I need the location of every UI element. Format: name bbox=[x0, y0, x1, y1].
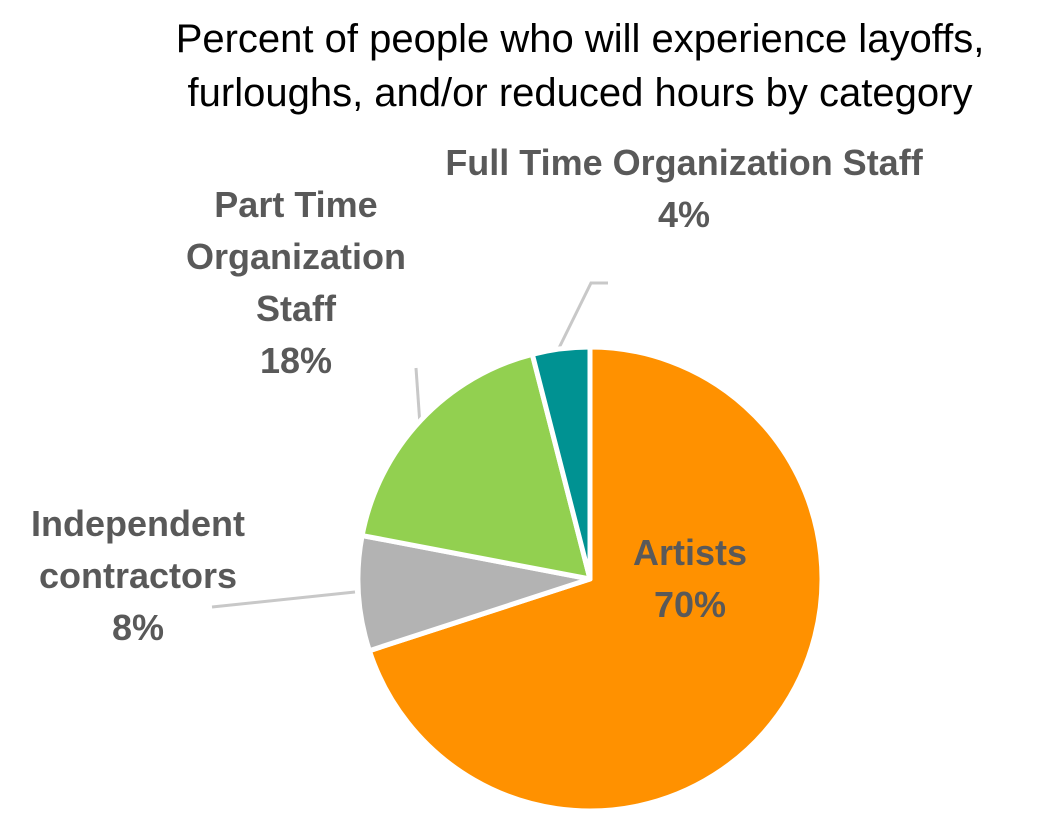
pie-slice-full-time-staff bbox=[529, 344, 593, 582]
data-label-name-independent-contractors: Independent bbox=[31, 503, 245, 544]
data-label-name-part-time-staff: Part Time bbox=[214, 184, 377, 225]
leader-line-full-time-staff bbox=[556, 281, 608, 351]
data-label-independent-contractors: Independent contractors 8% bbox=[31, 503, 245, 648]
leader-line-independent-contractors bbox=[211, 590, 356, 609]
data-label-part-time-staff: Part Time Organization Staff 18% bbox=[186, 184, 406, 381]
data-label-value-artists: 70% bbox=[654, 584, 726, 625]
chart-title-line-1: Percent of people who will experience la… bbox=[175, 17, 985, 61]
chart-title: Percent of people who will experience la… bbox=[150, 12, 1010, 120]
data-label-name-independent-contractors: contractors bbox=[39, 555, 237, 596]
pie-slice-artists bbox=[366, 344, 825, 814]
data-label-value-part-time-staff: 18% bbox=[260, 340, 332, 381]
data-label-name-artists: Artists bbox=[633, 532, 747, 573]
data-label-artists: Artists 70% bbox=[633, 532, 747, 625]
data-label-name-part-time-staff: Staff bbox=[256, 288, 337, 329]
data-label-name-full-time-staff: Full Time Organization Staff bbox=[445, 142, 923, 183]
data-label-full-time-staff: Full Time Organization Staff 4% bbox=[445, 142, 923, 235]
data-label-value-full-time-staff: 4% bbox=[658, 194, 710, 235]
leader-line-part-time-staff bbox=[414, 367, 422, 426]
chart-title-line-2: furloughs, and/or reduced hours by categ… bbox=[187, 71, 973, 115]
data-label-name-part-time-staff: Organization bbox=[186, 236, 406, 277]
pie-slice-part-time-staff bbox=[359, 351, 593, 582]
pie-slice-independent-contractors bbox=[355, 533, 593, 654]
data-label-value-independent-contractors: 8% bbox=[112, 607, 164, 648]
